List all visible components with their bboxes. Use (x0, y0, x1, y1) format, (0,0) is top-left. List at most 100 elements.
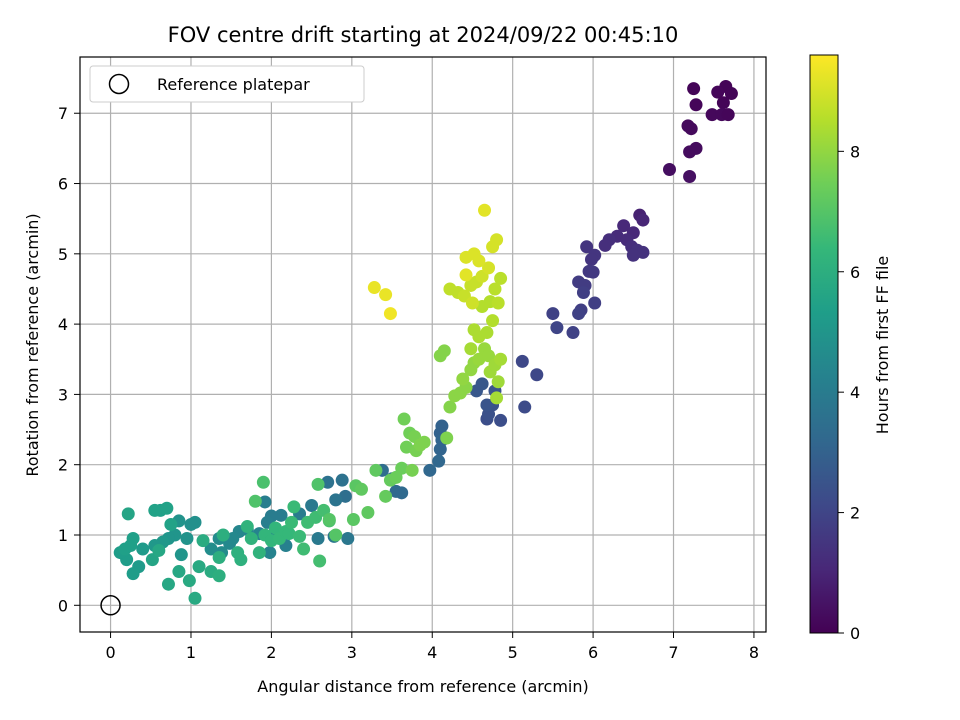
data-point (580, 240, 594, 254)
data-point (478, 203, 492, 217)
y-axis-ticks: 0 1 2 3 4 5 6 7 (58, 104, 80, 615)
data-point (459, 268, 473, 282)
data-point (598, 238, 612, 252)
data-point (689, 98, 703, 112)
grid-lines (80, 57, 766, 632)
x-tick-label: 5 (508, 643, 518, 662)
x-tick-label: 6 (588, 643, 598, 662)
data-point (152, 543, 166, 557)
data-point (464, 342, 478, 356)
data-point (433, 442, 447, 456)
data-point (313, 554, 327, 568)
data-point (443, 400, 457, 414)
y-tick-label: 2 (58, 456, 68, 475)
data-point (180, 532, 194, 546)
y-tick-label: 1 (58, 526, 68, 545)
data-point (285, 515, 299, 529)
y-tick-label: 3 (58, 385, 68, 404)
y-tick-label: 7 (58, 104, 68, 123)
data-point (662, 162, 676, 176)
data-point (494, 413, 508, 427)
colorbar-tick-label: 0 (850, 624, 860, 643)
y-tick-label: 5 (58, 245, 68, 264)
data-point (546, 307, 560, 321)
data-point (346, 513, 360, 527)
data-point (716, 96, 730, 110)
data-point (423, 463, 437, 477)
legend-box (89, 65, 365, 103)
data-point (216, 528, 230, 542)
data-point (145, 553, 159, 567)
data-point (293, 529, 307, 543)
data-point (456, 372, 470, 386)
data-point (329, 493, 343, 507)
plot-frame (79, 56, 767, 633)
x-tick-label: 1 (186, 643, 196, 662)
data-point (515, 354, 529, 368)
data-point (354, 482, 368, 496)
colorbar-tick-label: 4 (850, 383, 860, 402)
data-point (160, 501, 174, 515)
data-point (305, 498, 319, 512)
data-point (148, 503, 162, 517)
data-point (550, 321, 564, 335)
data-point (405, 463, 419, 477)
data-point (721, 108, 735, 122)
data-point (212, 569, 226, 583)
data-point (397, 412, 411, 426)
data-point (204, 542, 218, 556)
data-point (121, 507, 135, 521)
data-point (335, 473, 349, 487)
data-point (584, 252, 598, 266)
data-point (482, 261, 496, 275)
data-point (417, 435, 431, 449)
colorbar-tick-label: 6 (850, 263, 860, 282)
data-point (287, 500, 301, 514)
data-point (379, 288, 393, 302)
data-point (240, 520, 254, 534)
data-point (282, 527, 296, 541)
data-point (530, 368, 544, 382)
colorbar-label: Hours from first FF file (873, 256, 892, 435)
data-point (465, 296, 479, 310)
data-point (432, 454, 446, 468)
data-point (636, 213, 650, 227)
data-point (248, 494, 262, 508)
x-axis-ticks: 0 1 2 3 4 5 6 7 8 (105, 632, 759, 662)
data-point (212, 550, 226, 564)
data-point (617, 219, 631, 233)
data-point (263, 546, 277, 560)
data-point (172, 565, 186, 579)
data-point (491, 375, 505, 389)
data-point (379, 489, 393, 503)
data-point (705, 108, 719, 122)
x-tick-label: 4 (427, 643, 437, 662)
data-point (724, 87, 738, 101)
data-point (329, 528, 343, 542)
data-point (184, 517, 198, 531)
data-point (188, 591, 202, 605)
legend-entry-reference-platepar: Reference platepar (157, 75, 310, 94)
data-point (252, 546, 266, 560)
data-point (576, 285, 590, 299)
data-point (488, 282, 502, 296)
data-point (126, 532, 140, 546)
data-point (367, 281, 381, 295)
data-point (482, 349, 496, 363)
data-point (480, 326, 494, 340)
data-point (322, 513, 336, 527)
data-point (687, 82, 701, 96)
data-point (494, 352, 508, 366)
data-point (192, 560, 206, 574)
legend-marker-open-circle (108, 73, 130, 95)
data-point (164, 517, 178, 531)
x-tick-label: 3 (347, 643, 357, 662)
data-point (369, 463, 383, 477)
colorbar-tick-label: 2 (850, 504, 860, 523)
data-point (475, 377, 489, 391)
y-tick-label: 0 (58, 596, 68, 615)
data-point (258, 495, 272, 509)
data-point (311, 532, 325, 546)
colorbar-tick-label: 8 (850, 142, 860, 161)
chart-title: FOV centre drift starting at 2024/09/22 … (168, 23, 679, 47)
